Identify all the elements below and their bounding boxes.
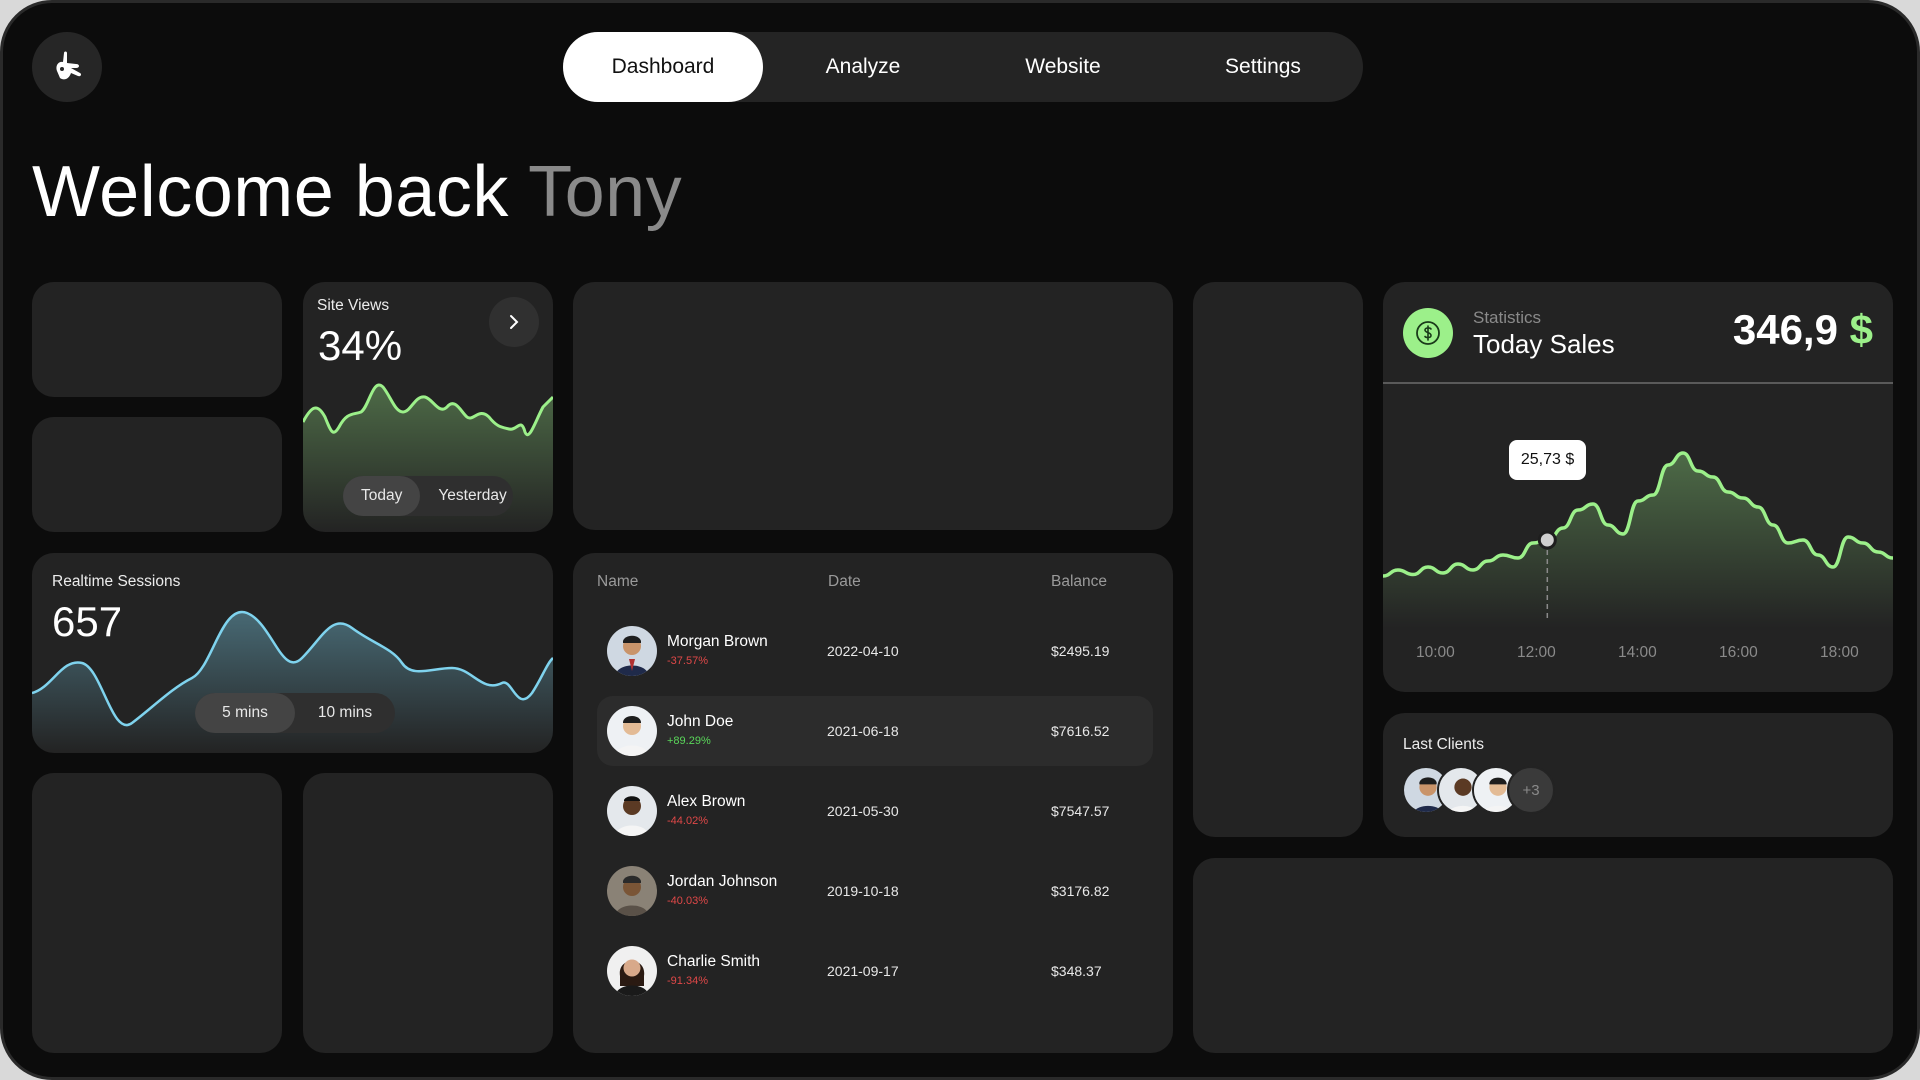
- x-tick-label: 10:00: [1416, 644, 1455, 661]
- client-name: Morgan Brown: [667, 633, 768, 650]
- sales-tooltip: 25,73 $: [1508, 440, 1587, 480]
- sales-label: Today Sales: [1473, 329, 1615, 359]
- site-views-value: 34%: [318, 322, 403, 369]
- welcome-prefix: Welcome back: [32, 152, 509, 232]
- sales-series-line: [1383, 451, 1893, 578]
- client-name: Charlie Smith: [667, 953, 761, 970]
- client-date: 2021-06-18: [827, 723, 899, 739]
- realtime-title: Realtime Sessions: [52, 573, 181, 590]
- last-clients-title: Last Clients: [1403, 736, 1484, 753]
- sales-value-group: 346,9 $: [1733, 306, 1873, 354]
- x-tick-label: 12:00: [1517, 644, 1556, 661]
- realtime-sparkline: [32, 610, 553, 753]
- realtime-sessions-card: Realtime Sessions 657 5 mins 10 mins: [32, 553, 553, 753]
- tooltip-label: 25,73 $: [1520, 451, 1575, 468]
- site-views-period-toggle: Today Yesterday: [343, 476, 513, 516]
- client-change: -40.03%: [667, 895, 708, 907]
- sales-currency: $: [1849, 306, 1873, 353]
- hand-icon: [56, 51, 82, 80]
- avatar: [607, 706, 657, 756]
- sales-label-small: Statistics: [1473, 308, 1542, 327]
- toggle-5-mins[interactable]: 5 mins: [195, 693, 295, 733]
- table-header-name: Name: [597, 573, 639, 590]
- toggle-yesterday[interactable]: Yesterday: [438, 487, 507, 504]
- site-views-card: Site Views 34% Today Yesterday: [303, 282, 553, 532]
- x-tick-label: 16:00: [1719, 644, 1758, 661]
- avatar: [607, 626, 657, 676]
- tooltip-point[interactable]: [1537, 530, 1557, 550]
- site-views-title: Site Views: [317, 297, 390, 314]
- table-row[interactable]: Morgan Brown -37.57% 2022-04-10 $2495.19: [597, 616, 1153, 686]
- clients-table-card: [573, 553, 1173, 1053]
- client-balance: $2495.19: [1051, 643, 1110, 659]
- tab-dashboard[interactable]: Dashboard: [563, 32, 763, 102]
- empty-card-6: [1193, 282, 1363, 837]
- empty-card-4: [303, 773, 553, 1053]
- client-balance: $3176.82: [1051, 883, 1110, 899]
- client-date: 2021-09-17: [827, 963, 899, 979]
- app-logo[interactable]: [32, 32, 102, 102]
- avatar: [607, 786, 657, 836]
- chevron-right-icon: [510, 315, 519, 329]
- client-change: -91.34%: [667, 975, 708, 987]
- tab-settings[interactable]: Settings: [1225, 55, 1301, 78]
- client-change: -44.02%: [667, 815, 708, 827]
- tab-website[interactable]: Website: [1025, 55, 1101, 78]
- site-views-open-button[interactable]: [489, 297, 539, 347]
- sales-value: 346,9: [1732, 306, 1838, 353]
- client-change: -37.57%: [667, 655, 708, 667]
- main-nav: Dashboard Analyze Website Settings: [563, 32, 1363, 102]
- empty-card-2: [32, 417, 282, 532]
- more-clients-badge[interactable]: +3: [1507, 766, 1555, 814]
- toggle-10-mins[interactable]: 10 mins: [317, 704, 373, 721]
- dollar-icon: [1403, 308, 1453, 358]
- client-name: John Doe: [667, 713, 734, 730]
- client-date: 2022-04-10: [827, 643, 899, 659]
- client-balance: $348.37: [1051, 963, 1102, 979]
- table-row[interactable]: Jordan Johnson -40.03% 2019-10-18 $3176.…: [597, 856, 1153, 926]
- client-name: Jordan Johnson: [667, 873, 778, 890]
- sales-line-chart: [1383, 451, 1893, 628]
- empty-card-1: [32, 282, 282, 397]
- x-tick-label: 14:00: [1618, 644, 1657, 661]
- x-tick-label: 18:00: [1820, 644, 1859, 661]
- tab-analyze[interactable]: Analyze: [825, 55, 901, 78]
- avatar: [607, 866, 657, 916]
- client-change: +89.29%: [667, 735, 711, 747]
- avatar: [607, 946, 657, 996]
- page-title: Welcome back Tony: [32, 151, 682, 233]
- sales-divider: [1383, 382, 1893, 384]
- table-row[interactable]: John Doe +89.29% 2021-06-18 $7616.52: [597, 696, 1153, 766]
- empty-card-3: [32, 773, 282, 1053]
- client-name: Alex Brown: [667, 793, 746, 810]
- client-balance: $7616.52: [1051, 723, 1110, 739]
- empty-card-7: [1193, 858, 1893, 1053]
- table-header-balance: Balance: [1051, 573, 1108, 590]
- empty-card-5: [573, 282, 1173, 530]
- client-balance: $7547.57: [1051, 803, 1110, 819]
- toggle-today[interactable]: Today: [343, 476, 421, 516]
- client-date: 2019-10-18: [827, 883, 899, 899]
- last-clients-card: Last Clients +3: [1383, 713, 1893, 837]
- table-row[interactable]: Alex Brown -44.02% 2021-05-30 $7547.57: [597, 776, 1153, 846]
- table-row[interactable]: Charlie Smith -91.34% 2021-09-17 $348.37: [597, 936, 1153, 1006]
- sales-area: [1383, 453, 1893, 628]
- table-header-date: Date: [828, 573, 861, 590]
- realtime-value: 657: [52, 598, 123, 645]
- client-date: 2021-05-30: [827, 803, 899, 819]
- welcome-user-name: Tony: [528, 152, 683, 232]
- realtime-period-toggle: 5 mins 10 mins: [195, 693, 395, 733]
